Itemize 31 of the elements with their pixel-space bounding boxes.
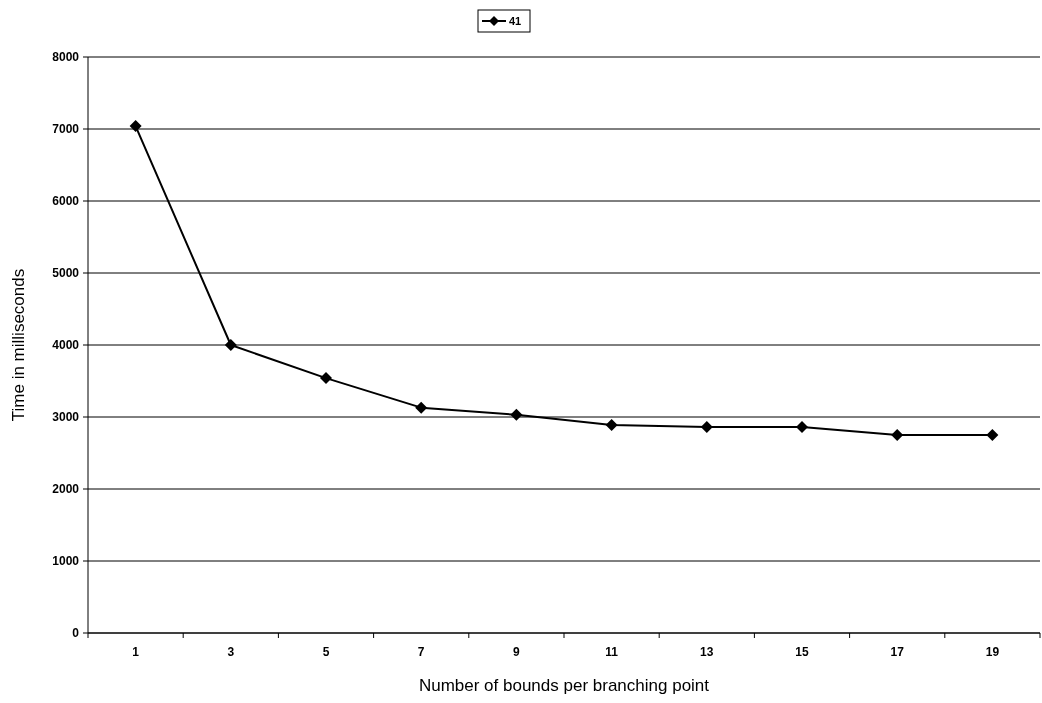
y-tick-label: 1000 xyxy=(52,554,80,569)
point xyxy=(796,421,808,434)
x-tick-label: 3 xyxy=(227,645,235,659)
point xyxy=(510,408,523,421)
point xyxy=(605,418,618,431)
x-tick-label: 1 xyxy=(132,645,140,659)
point xyxy=(986,429,999,441)
y-tick-label: 4000 xyxy=(52,338,80,353)
x-tick-label: 15 xyxy=(795,645,809,659)
y-tick-label: 2000 xyxy=(52,482,80,497)
point xyxy=(415,401,428,414)
x-tick-label: 9 xyxy=(513,645,521,659)
x-tick-label: 11 xyxy=(605,645,619,659)
point xyxy=(224,339,237,351)
y-tick-label: 7000 xyxy=(52,122,80,137)
x-tick-label: 19 xyxy=(985,645,1000,659)
x-tick-label: 13 xyxy=(700,645,714,659)
y-tick-label: 8000 xyxy=(52,50,80,65)
y-tick-label: 5000 xyxy=(52,266,80,281)
x-tick-label: 7 xyxy=(417,645,425,659)
x-tick-label: 5 xyxy=(322,645,330,659)
y-axis-title: Time in milliseconds xyxy=(9,268,28,422)
y-tick-label: 6000 xyxy=(52,194,80,209)
point xyxy=(700,421,713,434)
x-tick-label: 17 xyxy=(890,645,905,659)
legend-label: 41 xyxy=(509,14,522,27)
y-tick-label: 3000 xyxy=(52,410,80,425)
y-tick-label: 0 xyxy=(72,626,80,641)
point xyxy=(129,120,142,133)
x-axis-title: Number of bounds per branching point xyxy=(418,676,710,695)
point xyxy=(320,372,332,385)
